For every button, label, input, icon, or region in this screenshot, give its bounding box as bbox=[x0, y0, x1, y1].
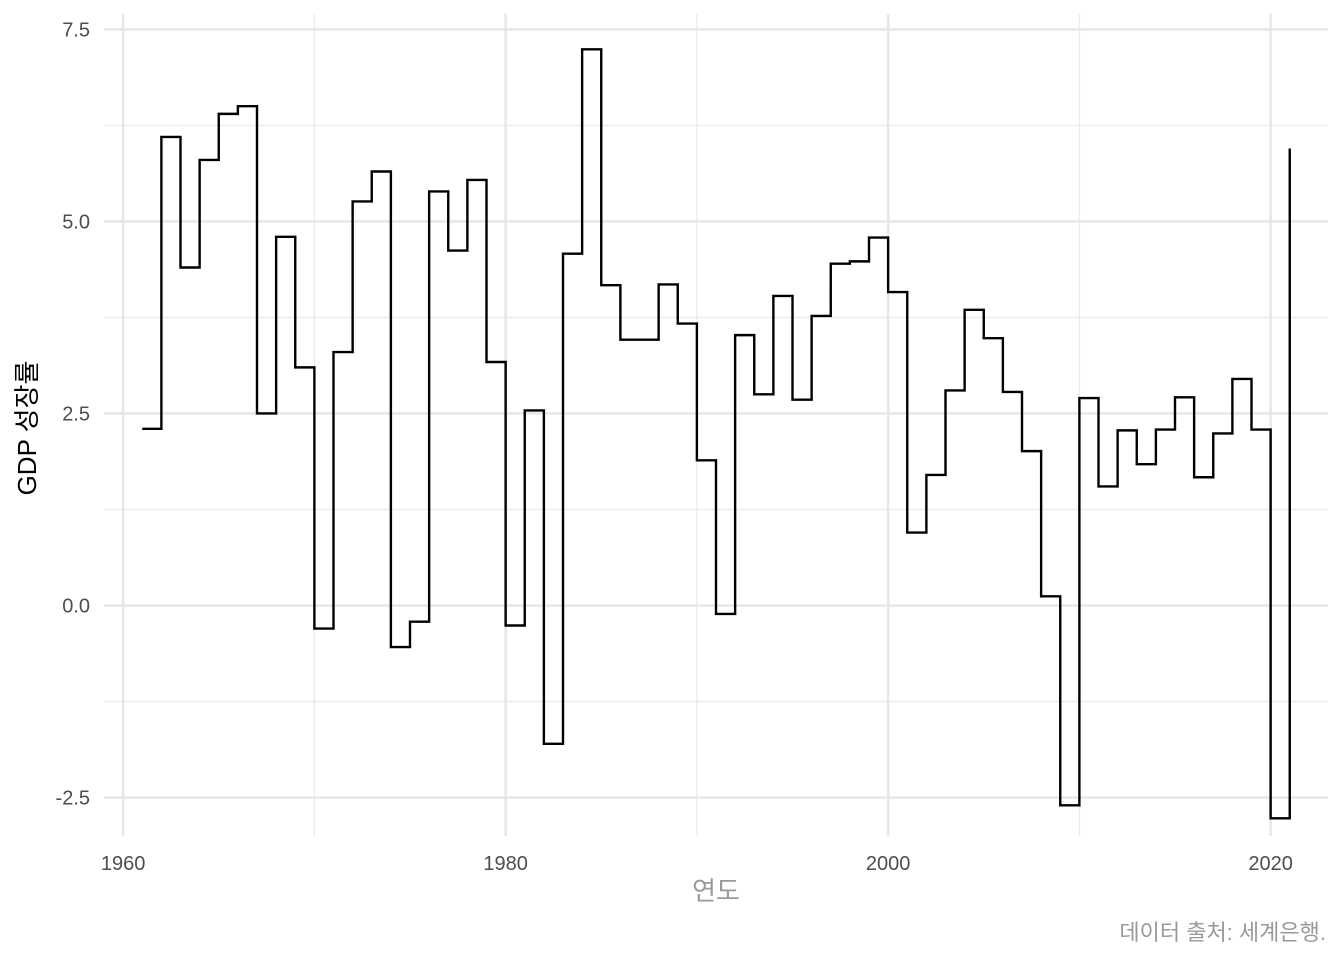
series-step-line bbox=[142, 48, 1291, 820]
x-tick-label: 2020 bbox=[1248, 853, 1293, 875]
x-axis-tick-labels: 1960 1980 2000 2020 bbox=[101, 853, 1293, 875]
y-tick-label: 2.5 bbox=[62, 403, 90, 425]
x-tick-label: 2000 bbox=[866, 853, 911, 875]
y-tick-label: 7.5 bbox=[62, 19, 90, 41]
major-grid-y bbox=[104, 28, 1328, 799]
y-tick-label: -2.5 bbox=[56, 788, 90, 810]
y-axis-title: GDP 성장률 bbox=[12, 361, 42, 496]
y-tick-label: 0.0 bbox=[62, 596, 90, 618]
x-tick-label: 1960 bbox=[101, 853, 146, 875]
y-tick-label: 5.0 bbox=[62, 211, 90, 233]
x-axis-title: 연도 bbox=[692, 876, 740, 906]
series-layer bbox=[142, 48, 1291, 820]
x-tick-label: 1980 bbox=[483, 853, 528, 875]
chart-caption: 데이터 출처: 세계은행. bbox=[1119, 920, 1326, 945]
y-axis-tick-labels: -2.5 0.0 2.5 5.0 7.5 bbox=[56, 19, 90, 809]
minor-grid-y bbox=[104, 124, 1328, 703]
